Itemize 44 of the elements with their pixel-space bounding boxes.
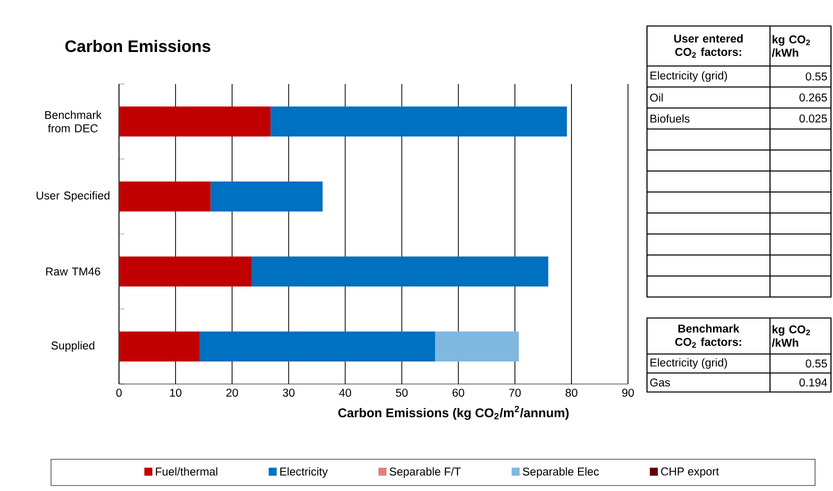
x-tick-label: 30 (282, 388, 295, 397)
chart-title: Carbon Emissions (65, 40, 210, 52)
bar (119, 106, 271, 136)
bar (270, 106, 567, 136)
y-tick-label: Supplied (51, 341, 94, 352)
legend-label: Separable Elec (522, 467, 599, 478)
bar (252, 256, 548, 286)
legend-label: Electricity (280, 467, 328, 478)
bar (119, 331, 200, 362)
legend-label: Fuel/thermal (156, 467, 218, 476)
bar (435, 331, 519, 362)
y-tick-label: User Specified (36, 191, 110, 202)
x-tick-label: 60 (452, 388, 464, 397)
text: kg CO$_{2}$ /kWh (772, 35, 810, 57)
legend-label: Separable F/T (390, 467, 461, 478)
x-tick-label: 20 (226, 388, 238, 397)
text: 0.265 (799, 93, 827, 102)
text: 0.025 (799, 114, 827, 122)
y-tick-label: Benchmark from DEC (45, 110, 102, 132)
x-tick-label: 90 (622, 388, 634, 397)
y-tick-label: Raw TM46 (46, 267, 100, 276)
x-tick-label: 80 (566, 388, 578, 397)
text: kg CO$_{2}$ /kWh (772, 325, 810, 347)
x-tick-label: 40 (339, 388, 352, 397)
text: Gas (650, 378, 670, 386)
text: User entered CO$_{2}$ factors: (674, 34, 743, 58)
text: Oil (650, 93, 663, 102)
text: 0.194 (799, 378, 828, 386)
text: Benchmark CO$_{2}$ factors: (675, 324, 742, 348)
bar (210, 181, 323, 212)
legend-label: CHP export (661, 467, 719, 478)
text: Electricity (grid) (650, 71, 727, 82)
text: 0.55 (806, 359, 827, 368)
bar (200, 331, 436, 362)
text: Electricity (grid) (650, 358, 727, 369)
x-tick-label: 0 (116, 388, 122, 397)
bar (119, 256, 252, 286)
x-axis-title: Carbon Emissions (kg CO$_{2}$/m$^{2}$/annum) (338, 406, 569, 420)
bar (119, 181, 211, 212)
text: 0.55 (806, 72, 827, 80)
x-tick-label: 10 (170, 388, 182, 397)
x-tick-label: 70 (509, 388, 521, 397)
text: Biofuels (650, 114, 690, 123)
x-tick-label: 50 (396, 388, 408, 397)
